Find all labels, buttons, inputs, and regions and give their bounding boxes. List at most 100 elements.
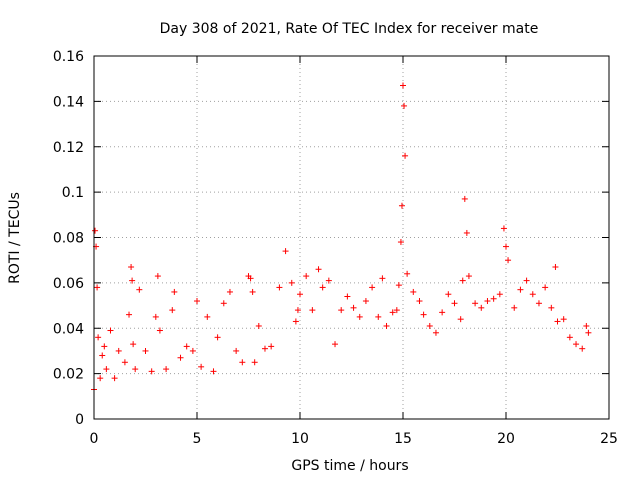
data-point [490, 295, 497, 302]
data-point [451, 300, 458, 307]
data-point [115, 347, 122, 354]
data-point [484, 298, 491, 305]
data-point [101, 343, 108, 350]
data-point [97, 375, 104, 382]
data-point [297, 291, 303, 298]
data-point [315, 266, 322, 273]
data-point [111, 375, 118, 382]
data-point [92, 227, 99, 234]
data-point [247, 275, 254, 282]
data-point [459, 277, 466, 284]
data-point [121, 359, 128, 366]
data-point [463, 229, 470, 236]
data-point [99, 352, 106, 359]
data-point [210, 368, 217, 375]
data-point [129, 277, 136, 284]
data-point [294, 307, 301, 314]
data-point [194, 298, 200, 305]
data-point [542, 284, 549, 291]
data-point [249, 288, 256, 295]
data-point [288, 279, 295, 286]
data-point [395, 282, 402, 289]
x-tick-label: 25 [600, 431, 618, 447]
y-tick-label: 0.08 [53, 231, 84, 247]
data-point [398, 202, 405, 209]
data-point [198, 363, 205, 370]
data-point [552, 263, 559, 270]
data-point [226, 288, 233, 295]
y-tick-label: 0.12 [53, 140, 84, 156]
data-point [325, 277, 332, 284]
data-point [126, 311, 133, 318]
y-tick-label: 0.1 [62, 185, 84, 201]
data-point [496, 291, 503, 298]
data-point [276, 284, 283, 291]
data-point [560, 316, 567, 323]
data-point [426, 322, 433, 329]
data-point [130, 341, 137, 348]
data-point [404, 270, 411, 277]
data-point [169, 307, 176, 314]
data-point [416, 298, 423, 305]
data-point [142, 347, 149, 354]
data-points [91, 82, 592, 393]
data-point [529, 291, 536, 298]
data-point [503, 243, 509, 250]
data-point [303, 273, 310, 280]
data-point [511, 304, 518, 311]
x-axis-ticks: 0 5 10 15 20 25 [90, 56, 618, 447]
x-tick-label: 5 [193, 431, 202, 447]
grid-lines [94, 56, 609, 419]
data-point [410, 288, 417, 295]
data-point [585, 329, 592, 336]
data-point [163, 366, 170, 373]
data-point [535, 300, 542, 307]
y-tick-label: 0.16 [53, 49, 84, 65]
data-point [548, 304, 555, 311]
y-tick-label: 0 [75, 412, 84, 428]
data-point [292, 318, 299, 325]
data-point [393, 307, 400, 314]
data-point [401, 102, 408, 109]
data-point [128, 263, 135, 270]
data-point [183, 343, 190, 350]
data-point [154, 273, 161, 280]
data-point [350, 304, 357, 311]
data-point [379, 275, 386, 282]
data-point [94, 284, 101, 291]
data-point [261, 345, 268, 352]
data-point [478, 304, 485, 311]
data-point [282, 248, 289, 255]
data-point [523, 277, 530, 284]
data-point [583, 322, 590, 329]
data-point [332, 341, 339, 348]
data-point [465, 273, 472, 280]
data-point [103, 366, 110, 373]
data-point [356, 313, 363, 320]
data-point [383, 322, 390, 329]
data-point [389, 309, 396, 316]
y-tick-label: 0.04 [53, 321, 84, 337]
x-tick-label: 10 [291, 431, 309, 447]
data-point [255, 322, 262, 329]
y-axis-label: ROTI / TECUs [7, 192, 23, 284]
data-point [400, 82, 406, 89]
data-point [362, 298, 369, 305]
data-point [132, 366, 139, 373]
data-point [148, 368, 155, 375]
data-point [204, 313, 211, 320]
data-point [397, 239, 404, 246]
data-point [136, 286, 143, 293]
data-point [156, 327, 163, 334]
data-point [517, 286, 524, 293]
data-point [220, 300, 227, 307]
data-point [214, 334, 221, 341]
data-point [177, 354, 184, 361]
data-point [152, 313, 159, 320]
data-point [107, 327, 114, 334]
x-tick-label: 20 [497, 431, 515, 447]
y-tick-label: 0.14 [53, 94, 84, 110]
y-tick-label: 0.06 [53, 276, 84, 292]
data-point [239, 359, 246, 366]
data-point [505, 257, 512, 264]
